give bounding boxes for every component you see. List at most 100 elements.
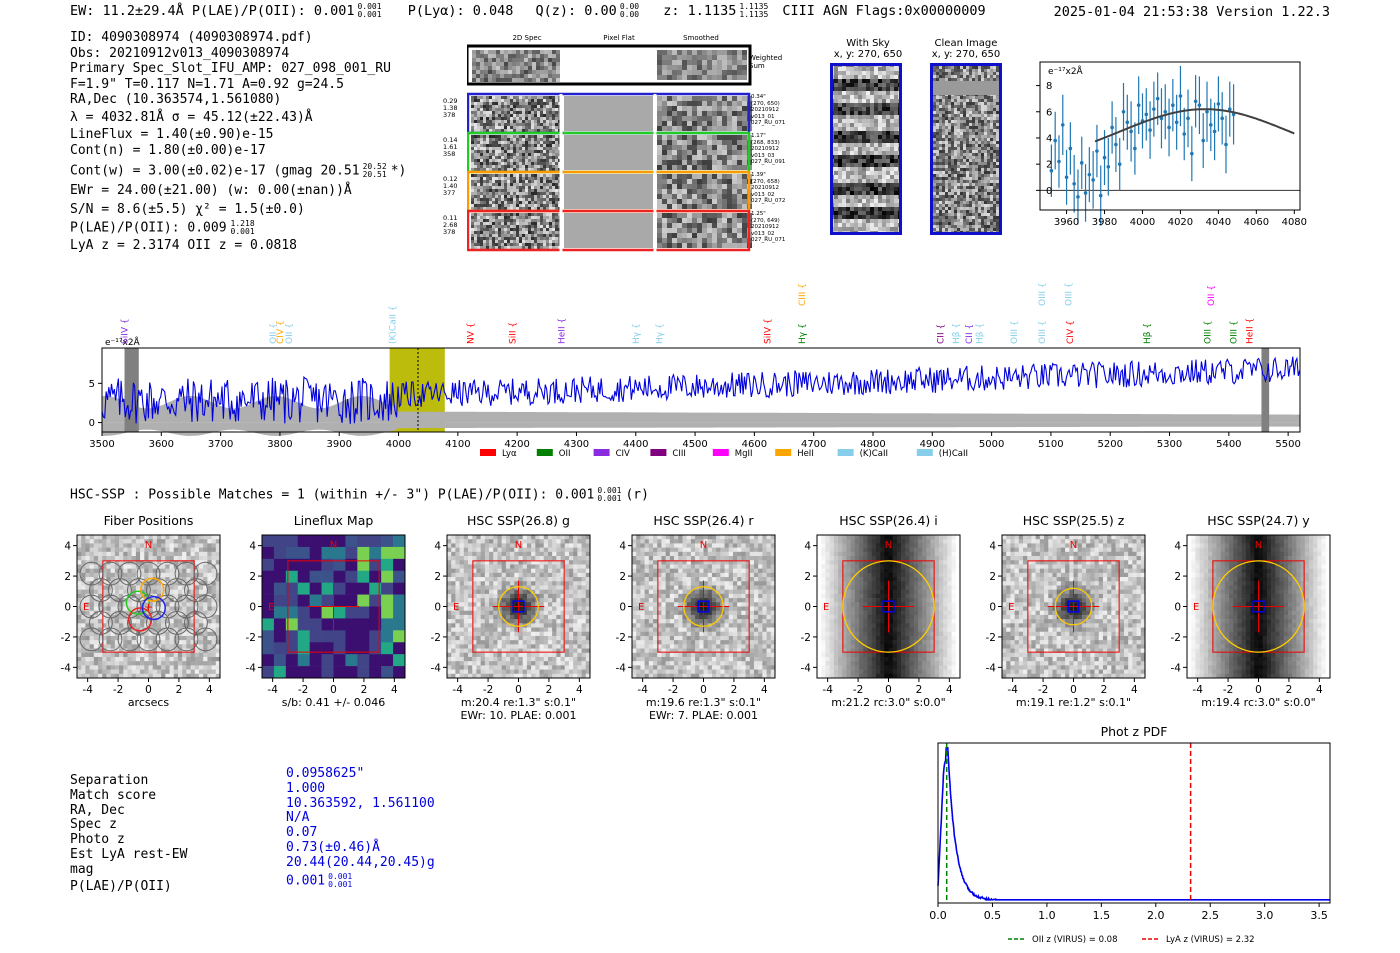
pixel xyxy=(555,162,558,165)
pixel xyxy=(936,147,939,150)
pixel xyxy=(954,150,957,153)
pixel xyxy=(483,105,486,108)
pixel xyxy=(474,99,477,102)
pixel xyxy=(516,129,519,132)
pixel xyxy=(948,168,951,171)
pixel xyxy=(996,216,999,219)
pixel xyxy=(528,204,531,207)
pixel xyxy=(963,96,966,99)
pixel xyxy=(546,141,549,144)
pixel xyxy=(707,111,712,116)
pixel xyxy=(948,156,951,159)
pixel xyxy=(657,184,662,189)
pixel xyxy=(951,69,954,72)
pixel xyxy=(727,116,732,121)
pixel xyxy=(495,168,498,171)
pixel xyxy=(722,111,727,116)
pixel xyxy=(549,108,552,111)
pixel xyxy=(858,111,862,115)
pixel xyxy=(854,223,858,227)
pixel xyxy=(492,150,495,153)
legend-label: OII xyxy=(559,449,571,459)
pixel xyxy=(186,551,191,557)
pixel xyxy=(834,75,838,79)
pixel xyxy=(737,238,742,243)
pixel xyxy=(854,75,858,79)
pixel xyxy=(960,132,963,135)
pixel xyxy=(966,210,969,213)
info-line: Cont(n) = 1.80(±0.00)e-17 xyxy=(70,142,266,158)
pixel xyxy=(707,75,712,80)
pixel xyxy=(525,177,528,180)
pixel xyxy=(123,556,128,561)
pixel xyxy=(850,107,854,111)
pixel xyxy=(963,198,966,201)
pixel xyxy=(672,213,677,218)
pixel xyxy=(834,227,838,231)
pixel xyxy=(933,219,936,222)
pixel xyxy=(981,132,984,135)
pixel xyxy=(549,222,552,225)
pixel xyxy=(948,165,951,168)
pixel xyxy=(692,213,697,218)
pixel xyxy=(173,535,179,540)
x-tick-label: 4060 xyxy=(1244,217,1269,228)
pixel xyxy=(854,107,858,111)
pixel xyxy=(890,223,894,227)
pixel xyxy=(987,117,990,120)
pixel xyxy=(957,207,960,210)
pixel xyxy=(504,74,508,78)
pixel xyxy=(549,243,552,246)
pixel xyxy=(933,180,936,183)
pixel xyxy=(477,144,480,147)
pixel xyxy=(102,547,107,553)
pixel xyxy=(546,198,549,201)
pixel xyxy=(978,135,981,138)
pixel xyxy=(471,198,474,201)
pixel xyxy=(486,207,489,210)
pixel xyxy=(215,547,221,553)
pixel xyxy=(667,65,672,70)
pixel xyxy=(987,222,990,225)
pixel xyxy=(682,204,687,209)
pixel xyxy=(842,187,846,191)
pixel xyxy=(972,216,975,219)
pixel xyxy=(981,171,984,174)
pixel xyxy=(722,145,727,150)
pixel xyxy=(532,50,536,54)
pixel xyxy=(549,231,552,234)
pixel xyxy=(687,126,692,131)
pixel xyxy=(948,102,951,105)
data-point xyxy=(1053,138,1057,143)
pixel xyxy=(534,120,537,123)
pixel xyxy=(477,99,480,102)
pixel xyxy=(207,551,212,557)
pixel xyxy=(697,96,702,101)
pixel xyxy=(474,156,477,159)
pixel xyxy=(866,187,870,191)
pixel xyxy=(537,222,540,225)
pixel xyxy=(513,135,516,138)
pixel xyxy=(737,184,742,189)
pixel xyxy=(870,127,874,131)
pixel xyxy=(672,96,677,101)
pixel xyxy=(697,116,702,121)
x-tick-label: 4200 xyxy=(504,439,529,450)
pixel xyxy=(474,168,477,171)
pixel xyxy=(501,177,504,180)
pixel xyxy=(838,127,842,131)
pixel xyxy=(495,204,498,207)
pixel xyxy=(677,111,682,116)
pixel xyxy=(975,189,978,192)
pixel xyxy=(489,240,492,243)
pixel xyxy=(882,107,886,111)
pixel xyxy=(933,162,936,165)
pixel xyxy=(717,194,722,199)
pixel xyxy=(537,237,540,240)
pixel xyxy=(537,126,540,129)
pixel xyxy=(948,66,951,69)
x-tick-label: 4080 xyxy=(1282,217,1307,228)
pixel xyxy=(850,119,854,123)
pixel xyxy=(978,156,981,159)
pixel xyxy=(516,168,519,171)
